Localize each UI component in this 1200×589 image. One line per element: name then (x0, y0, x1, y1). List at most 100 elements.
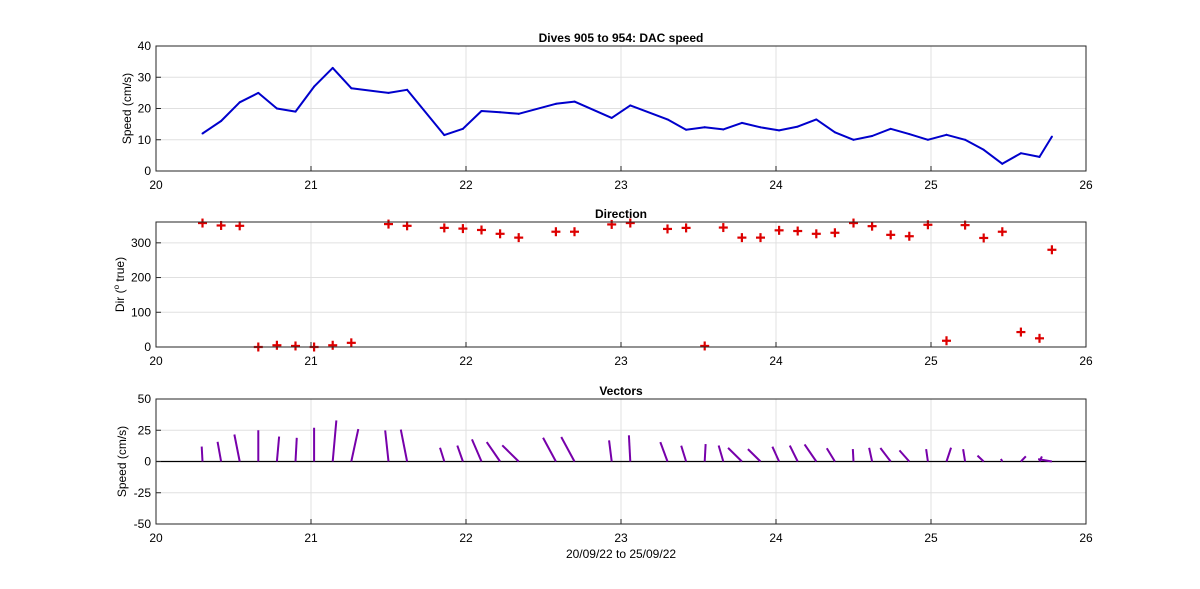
x-tick-label: 22 (459, 354, 473, 368)
y-tick-label: 40 (138, 39, 152, 53)
vector-arrow (925, 448, 929, 462)
vector-arrow (945, 447, 953, 462)
direction-point (495, 229, 505, 239)
vector-arrow (439, 447, 446, 462)
x-tick-label: 25 (924, 531, 938, 545)
direction-point (291, 341, 300, 351)
direction-ylabel-prefix: Dir ( (113, 289, 127, 312)
direction-point (681, 223, 691, 233)
direction-panel: 20 21 22 23 24 25 26 0 100 200 300 Direction Dir (… (112, 207, 1093, 368)
vector-arrow (275, 436, 281, 462)
speed-point (313, 85, 316, 88)
direction-point (774, 225, 784, 235)
speed-marks (201, 66, 1053, 165)
speed-point (517, 112, 520, 115)
y-tick-label: -50 (134, 517, 152, 531)
speed-point (629, 104, 632, 107)
direction-point (756, 233, 765, 243)
direction-point (830, 228, 840, 238)
y-tick-label: -25 (134, 486, 152, 500)
speed-point (573, 100, 576, 103)
x-tick-label: 26 (1079, 531, 1093, 545)
vectors-panel: 20 21 22 23 24 25 26 -50 -25 0 25 50 Vectors Speed … (115, 384, 1093, 561)
direction-point (1047, 245, 1057, 255)
speed-point (350, 87, 353, 90)
direction-point (402, 221, 412, 231)
direction-point (793, 226, 803, 236)
speed-point (908, 133, 911, 136)
vectors-title: Vectors (599, 384, 643, 398)
speed-point (778, 129, 781, 132)
x-tick-label: 20 (149, 531, 163, 545)
speed-point (461, 127, 464, 130)
speed-point (610, 116, 613, 119)
y-tick-label: 30 (138, 70, 152, 84)
vector-arrow (898, 449, 911, 463)
speed-point (387, 91, 390, 94)
speed-point (703, 126, 706, 129)
x-tick-label: 23 (614, 531, 628, 545)
direction-point (235, 221, 245, 231)
speed-ticks: 20 21 22 23 24 25 26 0 10 20 30 40 (138, 39, 1093, 192)
vector-arrow (560, 436, 576, 462)
speed-point (443, 134, 446, 137)
direction-point (514, 233, 524, 243)
vector-arrow (962, 448, 967, 462)
vector-arrow (1037, 458, 1053, 463)
direction-point (346, 338, 356, 348)
x-tick-label: 25 (924, 178, 938, 192)
speed-panel: 20 21 22 23 24 25 26 0 10 20 30 40 Dives 905 to 954… (120, 31, 1093, 192)
vectors-ticks: 20 21 22 23 24 25 26 -50 -25 0 25 50 (134, 392, 1093, 545)
x-tick-label: 26 (1079, 178, 1093, 192)
speed-point (722, 128, 725, 131)
direction-point (607, 219, 617, 229)
vector-arrow (703, 443, 707, 462)
vector-arrow (788, 445, 799, 462)
speed-point (833, 131, 836, 134)
speed-point (294, 110, 297, 113)
direction-point (849, 218, 858, 228)
vector-arrow (350, 428, 360, 462)
speed-point (889, 127, 892, 130)
speed-ylabel: Speed (cm/s) (120, 73, 134, 144)
speed-point (257, 91, 260, 94)
vector-arrow (627, 435, 632, 462)
vector-arrow (542, 437, 557, 462)
speed-point (926, 138, 929, 141)
vector-arrow (501, 444, 520, 463)
speed-point (852, 138, 855, 141)
y-tick-label: 0 (144, 455, 151, 469)
vector-arrow (879, 447, 892, 463)
vector-arrow (680, 445, 688, 462)
speed-point (1001, 162, 1004, 165)
speed-point (815, 118, 818, 121)
vector-arrow (608, 440, 613, 462)
direction-point (737, 233, 747, 243)
speed-point (480, 110, 483, 112)
y-tick-label: 0 (144, 340, 151, 354)
speed-point (871, 135, 874, 137)
x-tick-label: 24 (769, 531, 783, 545)
speed-point (685, 128, 688, 131)
direction-point (886, 230, 896, 240)
y-tick-label: 100 (131, 305, 151, 319)
direction-point (439, 223, 449, 233)
speed-point (1019, 152, 1022, 155)
speed-point (201, 132, 204, 135)
y-tick-label: 10 (138, 133, 152, 147)
speed-point (796, 125, 799, 128)
x-tick-label: 22 (459, 178, 473, 192)
vector-arrow (399, 429, 409, 462)
speed-point (275, 107, 278, 110)
x-tick-label: 20 (149, 354, 163, 368)
vector-arrow (200, 446, 204, 462)
direction-ylabel-suffix: true) (113, 257, 127, 285)
vector-arrow (851, 448, 855, 462)
speed-point (982, 148, 985, 151)
vector-arrow (331, 420, 338, 462)
vector-arrow (868, 447, 874, 462)
x-tick-label: 23 (614, 178, 628, 192)
direction-title: Direction (595, 207, 647, 221)
